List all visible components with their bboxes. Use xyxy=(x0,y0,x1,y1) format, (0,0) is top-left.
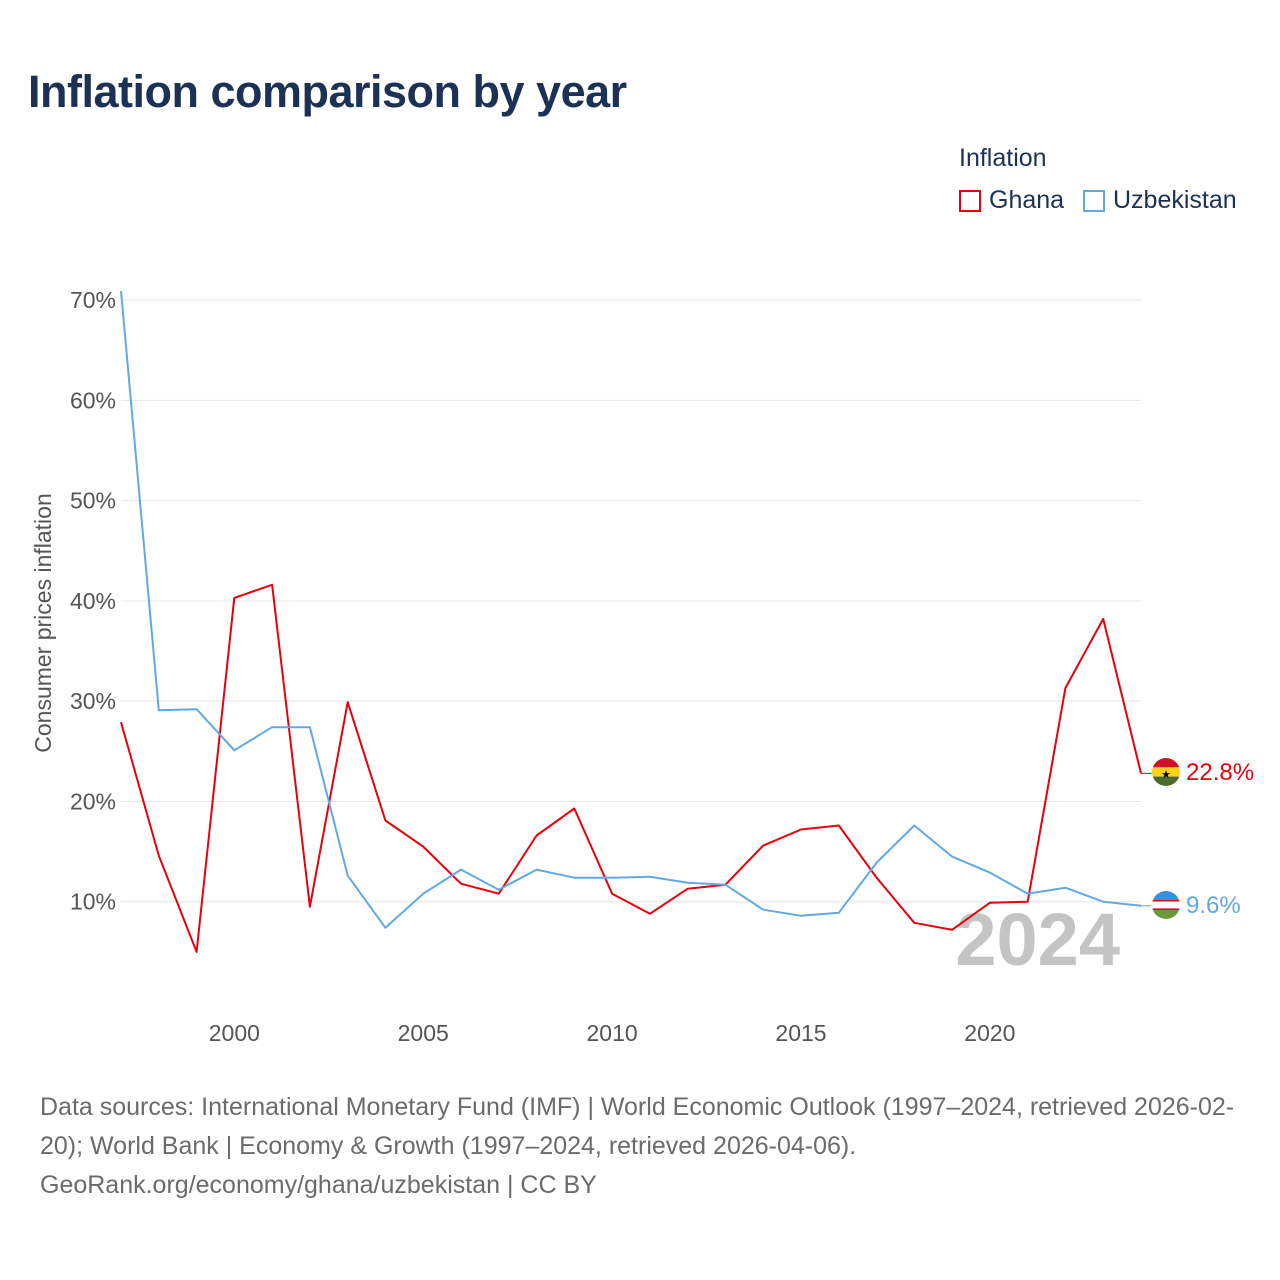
legend-item-uzbekistan[interactable]: Uzbekistan xyxy=(1083,186,1237,215)
attribution-link[interactable]: GeoRank.org/economy/ghana/uzbekistan | C… xyxy=(40,1171,597,1199)
year-watermark: 2024 xyxy=(955,898,1120,981)
legend-swatch-uzbekistan xyxy=(1083,189,1105,212)
y-tick-label: 20% xyxy=(70,788,116,814)
y-axis-label: Consumer prices inflation xyxy=(30,493,56,753)
legend-title: Inflation xyxy=(959,144,1047,172)
y-tick-label: 40% xyxy=(70,588,116,614)
x-tick-label: 2020 xyxy=(964,1020,1015,1046)
page-title: Inflation comparison by year xyxy=(28,66,627,117)
legend-label-ghana: Ghana xyxy=(989,186,1065,214)
x-tick-label: 2005 xyxy=(398,1020,449,1046)
series-line-ghana[interactable] xyxy=(120,583,1142,953)
y-tick-label: 70% xyxy=(70,287,116,313)
y-tick-label: 10% xyxy=(70,889,116,915)
series-line-uzbekistan[interactable] xyxy=(120,290,1142,929)
end-value-label-ghana: 22.8% xyxy=(1186,759,1254,786)
ghana-flag-icon: ★ xyxy=(1152,758,1180,786)
line-chart: 10%20%30%40%50%60%70% 2000 2005 2010 2015 20… xyxy=(30,287,1254,1046)
y-tick-label: 60% xyxy=(70,387,116,413)
uzbekistan-flag-icon xyxy=(1152,891,1180,919)
footer: Data sources: International Monetary Fun… xyxy=(40,1088,1250,1205)
series: 22.8% 9.6% xyxy=(120,290,1254,953)
x-axis-ticks: 2000 2005 2010 2015 2020 xyxy=(209,1020,1016,1046)
legend-item-ghana[interactable]: Ghana xyxy=(959,186,1064,215)
y-axis-ticks: 10% 20% 30% 40% 50% 60% 70% xyxy=(70,287,116,915)
y-tick-label: 30% xyxy=(70,688,116,714)
legend-swatch-ghana xyxy=(959,189,981,212)
x-tick-label: 2000 xyxy=(209,1020,260,1046)
legend-label-uzbekistan: Uzbekistan xyxy=(1113,186,1237,214)
data-sources: Data sources: International Monetary Fun… xyxy=(40,1093,1235,1160)
y-tick-label: 50% xyxy=(70,488,116,514)
grid xyxy=(121,299,1141,903)
x-tick-label: 2015 xyxy=(775,1020,826,1046)
svg-text:★: ★ xyxy=(1161,769,1171,781)
end-value-label-uzbekistan: 9.6% xyxy=(1186,892,1241,919)
x-tick-label: 2010 xyxy=(587,1020,638,1046)
